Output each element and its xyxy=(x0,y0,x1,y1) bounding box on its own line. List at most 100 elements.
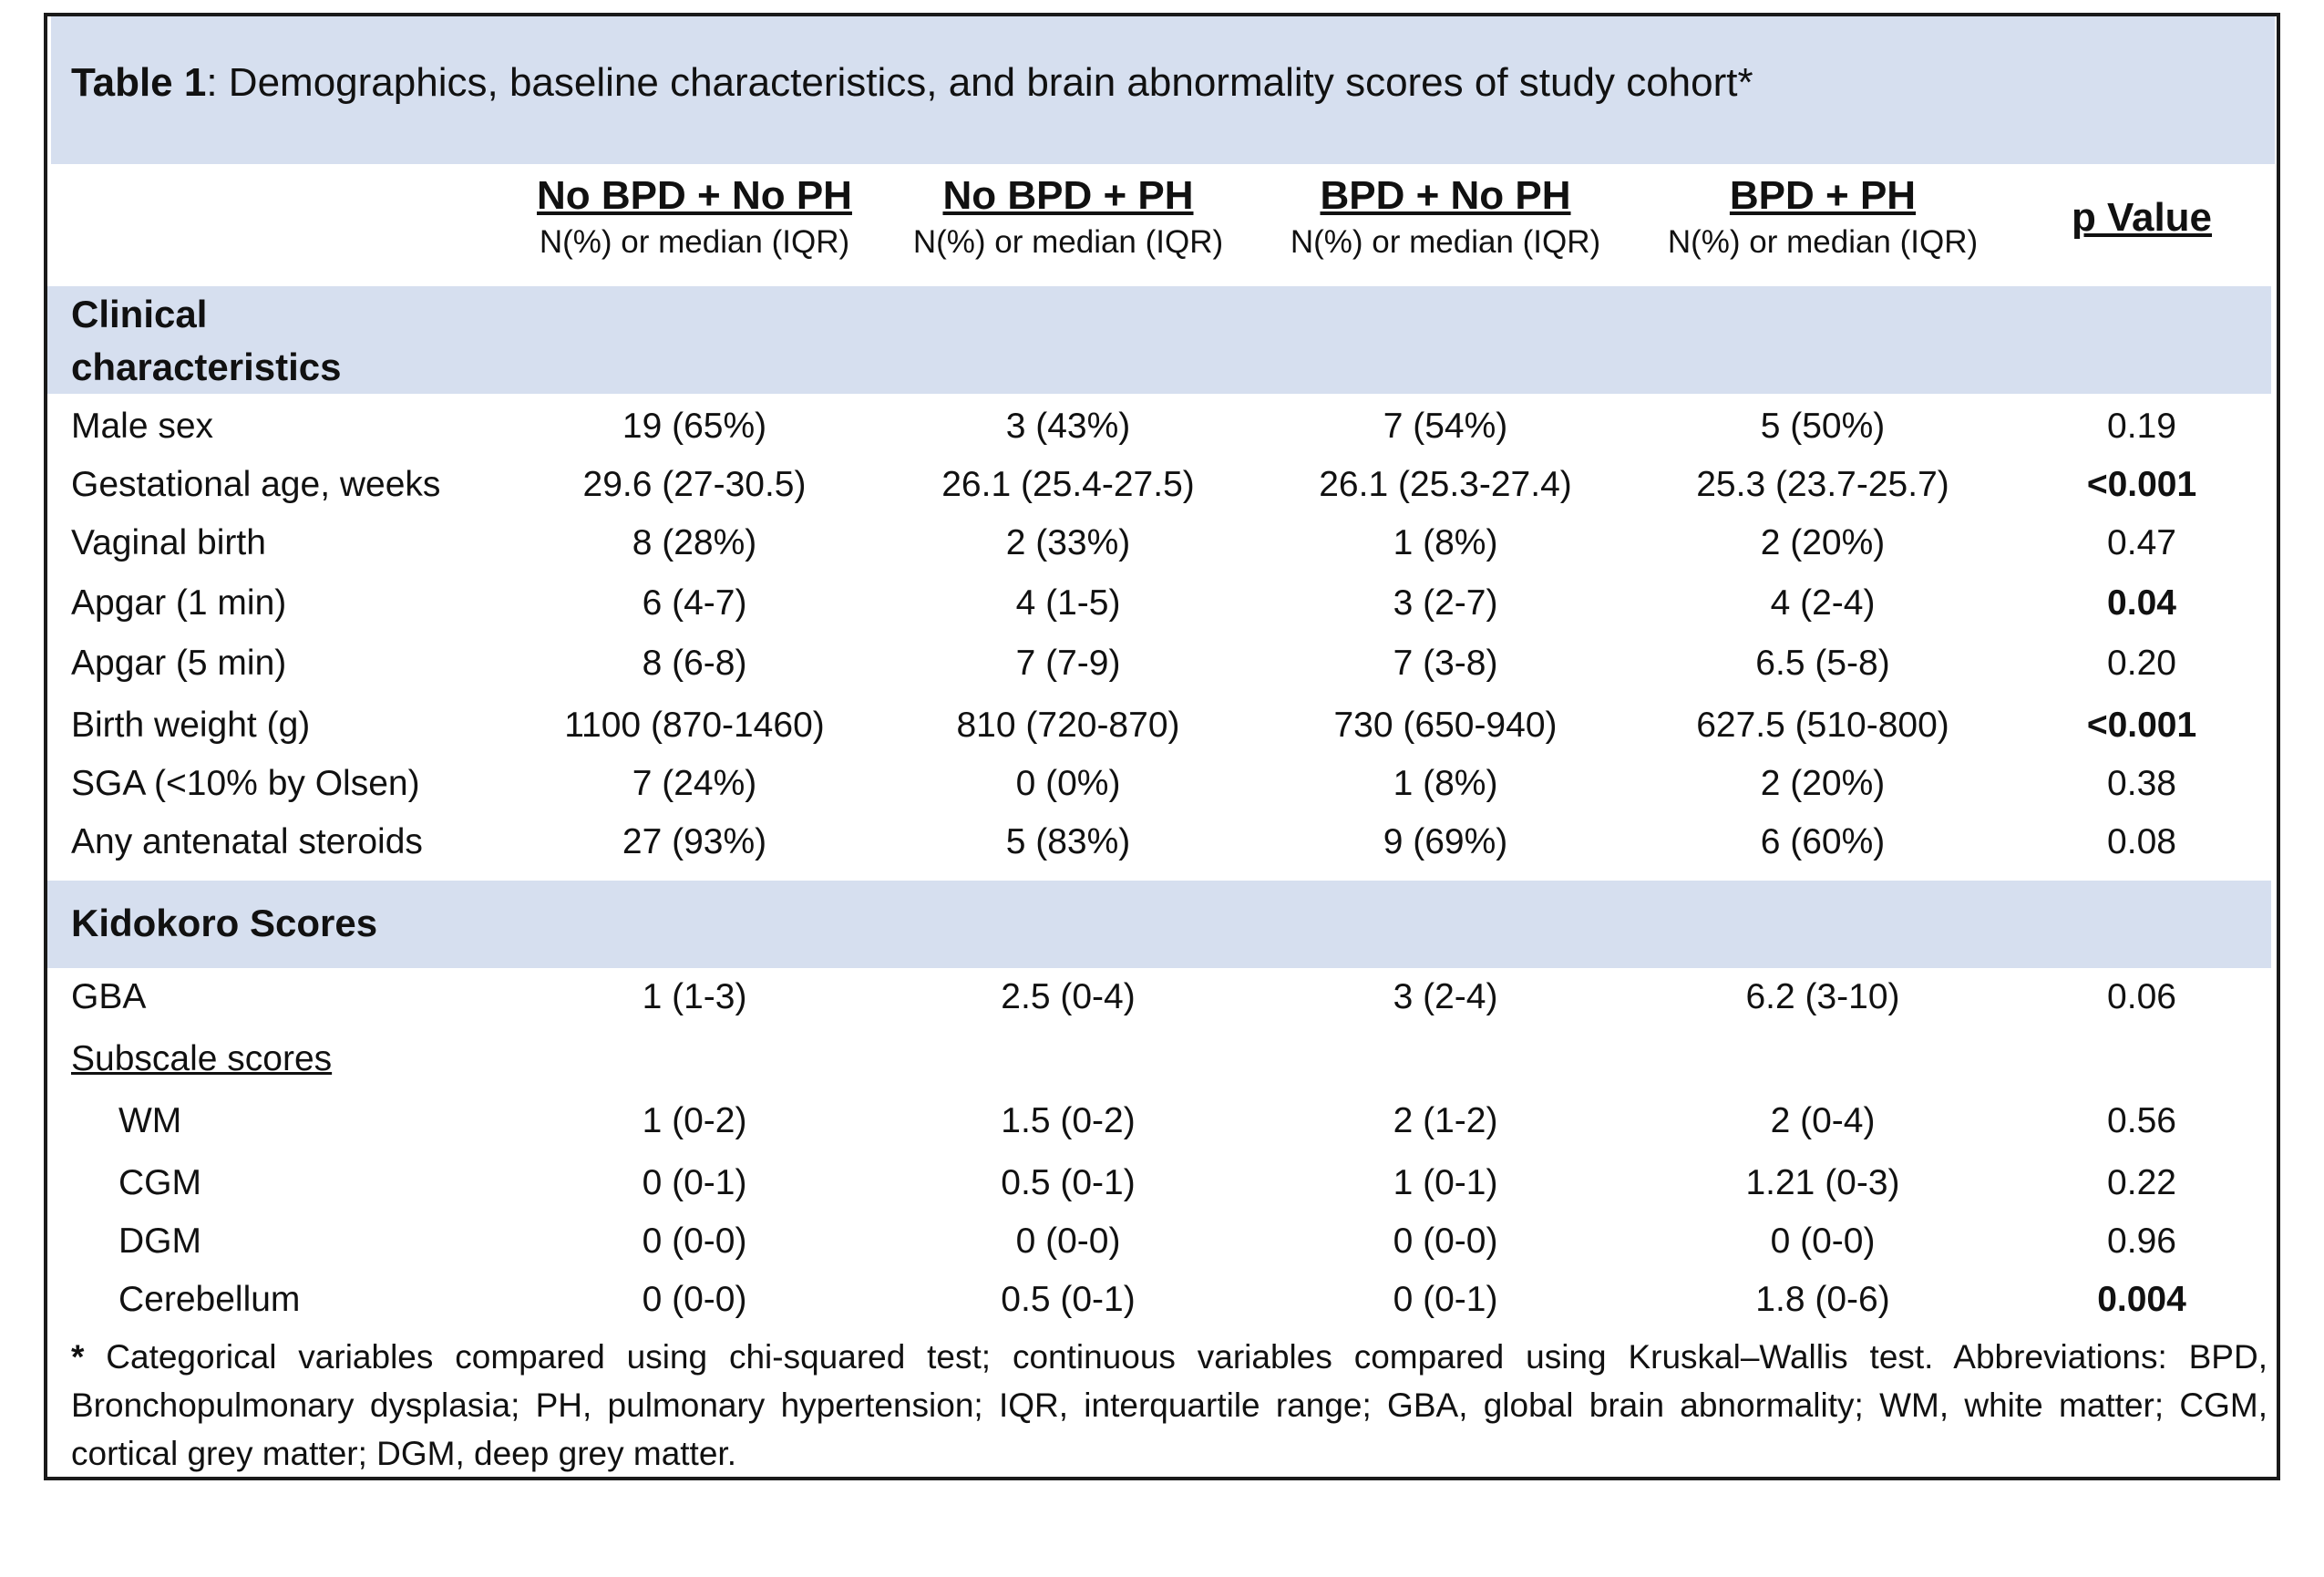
row-label: CGM xyxy=(118,1163,201,1202)
column-header-2-sub: N(%) or median (IQR) xyxy=(912,224,1224,260)
cell-pvalue: 0.04 xyxy=(2107,583,2176,623)
row-label: Gestational age, weeks xyxy=(71,465,441,504)
column-header-4-name: BPD + PH xyxy=(1729,173,1917,218)
table-row: DGM 0 (0-0) 0 (0-0) 0 (0-0) 0 (0-0) 0.96 xyxy=(0,1212,2324,1271)
cell-group-2: 0 (0-0) xyxy=(1015,1221,1121,1261)
table-row: Birth weight (g) 1100 (870-1460) 810 (72… xyxy=(0,696,2324,755)
row-label: Vaginal birth xyxy=(71,523,266,562)
row-label: SGA (<10% by Olsen) xyxy=(71,764,420,803)
cell-group-1: 1 (1-3) xyxy=(642,977,747,1016)
cell-group-2: 0 (0%) xyxy=(1015,764,1121,803)
cell-group-1: 19 (65%) xyxy=(622,407,767,446)
cell-group-3: 26.1 (25.3-27.4) xyxy=(1319,465,1572,504)
cell-group-1: 0 (0-0) xyxy=(642,1221,747,1261)
cell-group-1: 0 (0-1) xyxy=(642,1163,747,1202)
cell-pvalue: <0.001 xyxy=(2086,465,2197,504)
cell-group-4: 2 (20%) xyxy=(1760,764,1886,803)
row-label: Apgar (1 min) xyxy=(71,583,287,623)
cell-group-3: 730 (650-940) xyxy=(1333,706,1558,745)
cell-group-4: 4 (2-4) xyxy=(1770,583,1876,623)
cell-group-1: 0 (0-0) xyxy=(642,1280,747,1319)
column-header-3-name: BPD + No PH xyxy=(1320,173,1571,218)
row-label: Apgar (5 min) xyxy=(71,644,287,683)
cell-pvalue: 0.08 xyxy=(2107,822,2176,861)
cell-pvalue: <0.001 xyxy=(2086,706,2197,745)
cell-group-3: 7 (54%) xyxy=(1383,407,1508,446)
cell-group-2: 2.5 (0-4) xyxy=(1001,977,1136,1016)
table-row: Gestational age, weeks 29.6 (27-30.5) 26… xyxy=(0,456,2324,514)
column-header-3-sub: N(%) or median (IQR) xyxy=(1290,224,1601,260)
table-title-label: Table 1 xyxy=(71,60,207,105)
column-header-4: BPD + PH N(%) or median (IQR) xyxy=(1631,173,2014,261)
table-row: Subscale scores xyxy=(0,1030,2324,1088)
cell-group-3: 1 (8%) xyxy=(1393,764,1498,803)
cell-group-2: 0.5 (0-1) xyxy=(1001,1280,1136,1319)
table-title: Table 1: Demographics, baseline characte… xyxy=(71,60,1753,106)
cell-group-1: 29.6 (27-30.5) xyxy=(582,465,807,504)
cell-pvalue: 0.47 xyxy=(2107,523,2176,562)
table-row: CGM 0 (0-1) 0.5 (0-1) 1 (0-1) 1.21 (0-3)… xyxy=(0,1154,2324,1212)
table-row: GBA 1 (1-3) 2.5 (0-4) 3 (2-4) 6.2 (3-10)… xyxy=(0,968,2324,1026)
table-row: Vaginal birth 8 (28%) 2 (33%) 1 (8%) 2 (… xyxy=(0,514,2324,572)
cell-group-4: 2 (0-4) xyxy=(1770,1101,1876,1140)
cell-group-1: 6 (4-7) xyxy=(642,583,747,623)
footnote-mark: * xyxy=(71,1338,85,1376)
table-row: SGA (<10% by Olsen) 7 (24%) 0 (0%) 1 (8%… xyxy=(0,755,2324,813)
cell-group-3: 1 (0-1) xyxy=(1393,1163,1498,1202)
cell-group-3: 3 (2-4) xyxy=(1393,977,1498,1016)
row-label: DGM xyxy=(118,1221,201,1261)
row-label: GBA xyxy=(71,977,147,1016)
cell-group-2: 7 (7-9) xyxy=(1015,644,1121,683)
table-row: Any antenatal steroids 27 (93%) 5 (83%) … xyxy=(0,813,2324,871)
column-header-3: BPD + No PH N(%) or median (IQR) xyxy=(1254,173,1637,261)
column-header-4-sub: N(%) or median (IQR) xyxy=(1667,224,1979,260)
clinical-section-label: Clinical characteristics xyxy=(71,293,342,388)
cell-group-1: 7 (24%) xyxy=(632,764,757,803)
table-footnote: * Categorical variables compared using c… xyxy=(71,1333,2267,1478)
cell-group-4: 6.2 (3-10) xyxy=(1745,977,1900,1016)
cell-group-4: 1.21 (0-3) xyxy=(1745,1163,1900,1202)
column-header-1-sub: N(%) or median (IQR) xyxy=(539,224,850,260)
cell-group-3: 1 (8%) xyxy=(1393,523,1498,562)
table-frame xyxy=(44,13,2280,1480)
table-row: Male sex 19 (65%) 3 (43%) 7 (54%) 5 (50%… xyxy=(0,397,2324,456)
cell-group-4: 0 (0-0) xyxy=(1770,1221,1876,1261)
cell-pvalue: 0.96 xyxy=(2107,1221,2176,1261)
table-title-text: : Demographics, baseline characteristics… xyxy=(206,60,1753,105)
cell-group-1: 27 (93%) xyxy=(622,822,767,861)
kidokoro-section-band xyxy=(47,881,2271,968)
cell-pvalue: 0.38 xyxy=(2107,764,2176,803)
column-header-1: No BPD + No PH N(%) or median (IQR) xyxy=(503,173,886,261)
cell-group-2: 810 (720-870) xyxy=(956,706,1180,745)
cell-group-4: 6.5 (5-8) xyxy=(1755,644,1890,683)
footnote-text: Categorical variables compared using chi… xyxy=(71,1338,2267,1472)
cell-group-3: 0 (0-1) xyxy=(1393,1280,1498,1319)
cell-group-4: 5 (50%) xyxy=(1760,407,1886,446)
kidokoro-section-label: Kidokoro Scores xyxy=(71,902,378,944)
cell-pvalue: 0.004 xyxy=(2097,1280,2186,1319)
cell-group-4: 25.3 (23.7-25.7) xyxy=(1696,465,1949,504)
column-header-1-name: No BPD + No PH xyxy=(537,173,852,218)
cell-group-4: 1.8 (0-6) xyxy=(1755,1280,1890,1319)
cell-group-1: 8 (6-8) xyxy=(642,644,747,683)
cell-group-3: 3 (2-7) xyxy=(1393,583,1498,623)
row-label: WM xyxy=(118,1101,182,1140)
cell-pvalue: 0.56 xyxy=(2107,1101,2176,1140)
cell-group-4: 6 (60%) xyxy=(1760,822,1886,861)
cell-group-2: 0.5 (0-1) xyxy=(1001,1163,1136,1202)
column-header-2: No BPD + PH N(%) or median (IQR) xyxy=(877,173,1260,261)
cell-group-2: 26.1 (25.4-27.5) xyxy=(941,465,1195,504)
row-label: Birth weight (g) xyxy=(71,706,311,745)
cell-pvalue: 0.20 xyxy=(2107,644,2176,683)
cell-group-3: 2 (1-2) xyxy=(1393,1101,1498,1140)
title-band xyxy=(51,16,2275,164)
cell-group-3: 7 (3-8) xyxy=(1393,644,1498,683)
subscale-scores-label: Subscale scores xyxy=(71,1039,333,1078)
row-label: Male sex xyxy=(71,407,214,446)
table-row: WM 1 (0-2) 1.5 (0-2) 2 (1-2) 2 (0-4) 0.5… xyxy=(0,1092,2324,1150)
cell-pvalue: 0.19 xyxy=(2107,407,2176,446)
table-row: Cerebellum 0 (0-0) 0.5 (0-1) 0 (0-1) 1.8… xyxy=(0,1271,2324,1329)
cell-group-2: 3 (43%) xyxy=(1005,407,1131,446)
cell-group-2: 4 (1-5) xyxy=(1015,583,1121,623)
cell-group-2: 5 (83%) xyxy=(1005,822,1131,861)
